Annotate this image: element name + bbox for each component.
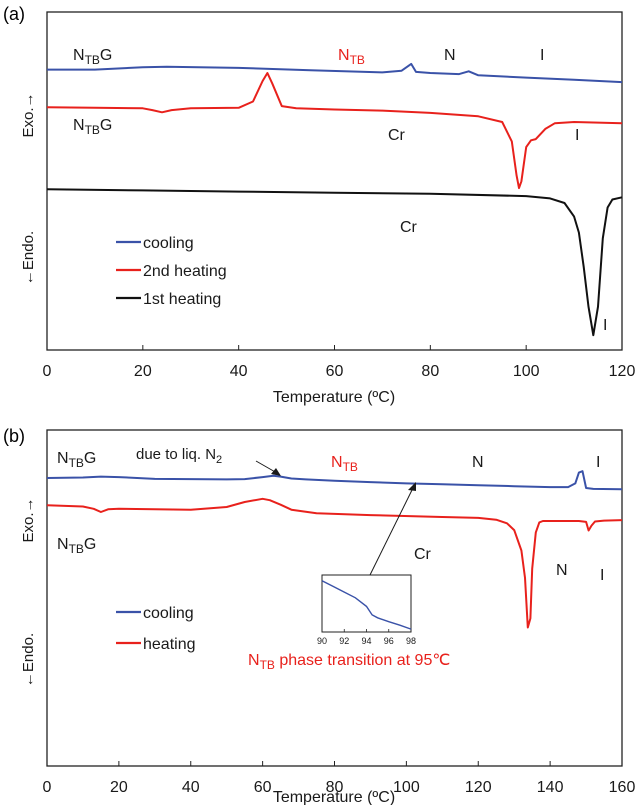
inset-frame — [321, 574, 412, 633]
annotation: NTB — [338, 47, 365, 67]
panel-a-ylabel-exo: Exo.→ — [20, 92, 37, 137]
inset-x-tick-label: 98 — [406, 636, 416, 646]
inset-pointer-arrowhead — [408, 482, 416, 491]
series-line-cooling — [47, 62, 623, 84]
annotation: I — [575, 127, 579, 144]
legend-entry: cooling — [143, 235, 194, 252]
panel-a-legend: cooling 2nd heating 1st heating — [116, 235, 227, 308]
annotation: N — [472, 454, 484, 471]
inset-x-tick-label: 92 — [339, 636, 349, 646]
panel-a-frame — [46, 11, 623, 351]
panel-a-label: (a) — [3, 4, 25, 24]
series-line-2nd-heating — [46, 72, 623, 190]
annotation: NTBG — [57, 450, 96, 470]
x-tick-label: 60 — [326, 363, 344, 380]
panel-b-label: (b) — [3, 426, 25, 446]
x-tick-label: 120 — [465, 779, 492, 796]
annotation: Cr — [388, 127, 406, 144]
annotation: I — [540, 47, 544, 64]
annotation: I — [596, 454, 600, 471]
x-tick-label: 100 — [393, 779, 420, 796]
annotation: NTBG — [57, 536, 96, 556]
inset-x-tick-label: 96 — [384, 636, 394, 646]
panel-b-ylabel-exo: Exo.→ — [20, 497, 37, 542]
inset-x-ticks: 90 92 94 96 98 — [317, 629, 416, 646]
x-tick-label: 20 — [110, 779, 128, 796]
panel-b-series — [46, 470, 623, 629]
x-tick-label: 140 — [537, 779, 564, 796]
x-tick-label: 40 — [182, 779, 200, 796]
n2-pointer-arrowhead — [271, 468, 281, 476]
panel-a-xlabel: Temperature (ºC) — [273, 389, 395, 406]
annotation: NTBG — [73, 47, 112, 67]
legend-entry: heating — [143, 636, 196, 653]
inset-pointer-arrow — [369, 487, 414, 576]
annotation: Cr — [400, 219, 418, 236]
x-tick-label: 100 — [513, 363, 540, 380]
annotation: I — [603, 317, 607, 334]
legend-entry: 2nd heating — [143, 263, 227, 280]
panel-a-x-ticks: 0 20 40 60 80 100 120 — [43, 345, 636, 380]
series-line-1st-heating — [46, 188, 623, 337]
x-tick-label: 60 — [254, 779, 272, 796]
x-tick-label: 0 — [43, 779, 52, 796]
panel-b-xlabel: Temperature (ºC) — [273, 789, 395, 805]
annotation: NTB — [331, 454, 358, 474]
inset-series — [321, 580, 412, 630]
inset-x-tick-label: 94 — [361, 636, 371, 646]
series-line-cooling — [46, 470, 623, 491]
panel-a-annotations: NTBG NTB N I NTBG Cr I Cr I — [73, 47, 607, 334]
panel-b: (b) Exo.→ ←Endo. 0 20 40 60 80 100 120 140 160 T… — [3, 426, 636, 806]
panel-a: (a) Exo.→ ←Endo. 0 20 40 60 80 100 120 Tempera… — [3, 4, 635, 406]
inset-series-line — [321, 580, 412, 630]
annotation: NTBG — [73, 117, 112, 137]
x-tick-label: 40 — [230, 363, 248, 380]
inset-x-tick-label: 90 — [317, 636, 327, 646]
annotation: Cr — [414, 546, 432, 563]
panel-b-legend: cooling heating — [116, 605, 196, 653]
annotation: due to liq. N2 — [136, 446, 222, 466]
legend-entry: cooling — [143, 605, 194, 622]
panel-a-ylabel-endo: ←Endo. — [20, 231, 37, 285]
x-tick-label: 80 — [326, 779, 344, 796]
x-tick-label: 20 — [134, 363, 152, 380]
annotation: N — [556, 562, 568, 579]
panel-b-x-ticks: 0 20 40 60 80 100 120 140 160 — [43, 761, 636, 796]
annotation: NTB phase transition at 95℃ — [248, 652, 450, 672]
inset-plot: 90 92 94 96 98 — [317, 574, 416, 646]
x-tick-label: 120 — [609, 363, 636, 380]
annotation: I — [600, 567, 604, 584]
panel-a-series — [46, 62, 623, 337]
panel-b-annotations: NTBG due to liq. N2 NTB N I NTBG Cr N I NTB phase… — [57, 446, 604, 672]
x-tick-label: 160 — [609, 779, 636, 796]
legend-entry: 1st heating — [143, 291, 221, 308]
annotation: N — [444, 47, 456, 64]
series-line-heating — [46, 497, 623, 629]
x-tick-label: 80 — [421, 363, 439, 380]
panel-b-ylabel-endo: ←Endo. — [20, 633, 37, 687]
x-tick-label: 0 — [43, 363, 52, 380]
